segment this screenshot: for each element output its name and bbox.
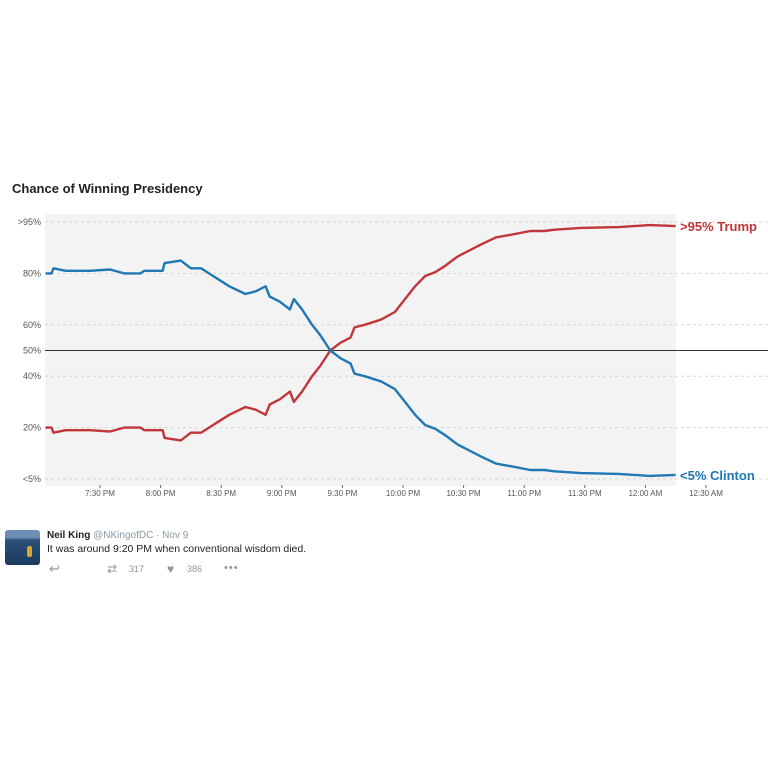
x-tick-label: 10:00 PM	[386, 489, 421, 498]
tweet-author-name[interactable]: Neil King	[47, 530, 91, 541]
x-tick-label: 11:30 PM	[568, 489, 602, 498]
x-tick-label: 9:00 PM	[267, 489, 297, 498]
more-icon[interactable]: •••	[224, 562, 239, 574]
y-tick-label: 20%	[23, 423, 41, 433]
chart-title: Chance of Winning Presidency	[12, 181, 203, 196]
x-tick-label: 7:30 PM	[85, 489, 115, 498]
retweet-count: 317	[129, 564, 145, 574]
x-tick-label: 12:00 AM	[628, 489, 662, 498]
series-line-clinton	[45, 259, 676, 478]
y-tick-label: 80%	[23, 268, 41, 278]
series-line-trump	[45, 223, 676, 442]
y-tick-label: 50%	[23, 346, 41, 356]
series-label-clinton: <5% Clinton	[680, 468, 755, 483]
avatar[interactable]	[5, 530, 40, 565]
series-label-trump: >95% Trump	[680, 219, 757, 234]
x-tick-label: 8:00 PM	[146, 489, 176, 498]
y-tick-label: >95%	[18, 217, 41, 227]
retweet-icon[interactable]: ⇄	[107, 562, 118, 576]
heart-icon[interactable]: ♥	[167, 562, 175, 576]
tweet-handle[interactable]: @NKingofDC	[93, 530, 154, 541]
x-tick-label: 12:30 AM	[689, 489, 723, 498]
y-tick-label: 60%	[23, 320, 41, 330]
x-tick-label: 9:30 PM	[328, 489, 358, 498]
y-tick-label: 40%	[23, 371, 41, 381]
reply-icon[interactable]: ↩	[49, 561, 60, 576]
like-count: 386	[187, 564, 203, 574]
tweet-text: It was around 9:20 PM when conventional …	[47, 543, 307, 555]
x-tick-label: 10:30 PM	[446, 489, 481, 498]
x-tick-label: 8:30 PM	[206, 489, 236, 498]
tweet-date[interactable]: · Nov 9	[156, 530, 189, 541]
chance-of-winning-chart: >95% 80% 60% 50% 40% 20% <5% 7:30 PM 8:00 PM 8:30…	[18, 214, 768, 498]
x-tick-label: 11:00 PM	[507, 489, 541, 498]
y-tick-label: <5%	[23, 474, 41, 484]
